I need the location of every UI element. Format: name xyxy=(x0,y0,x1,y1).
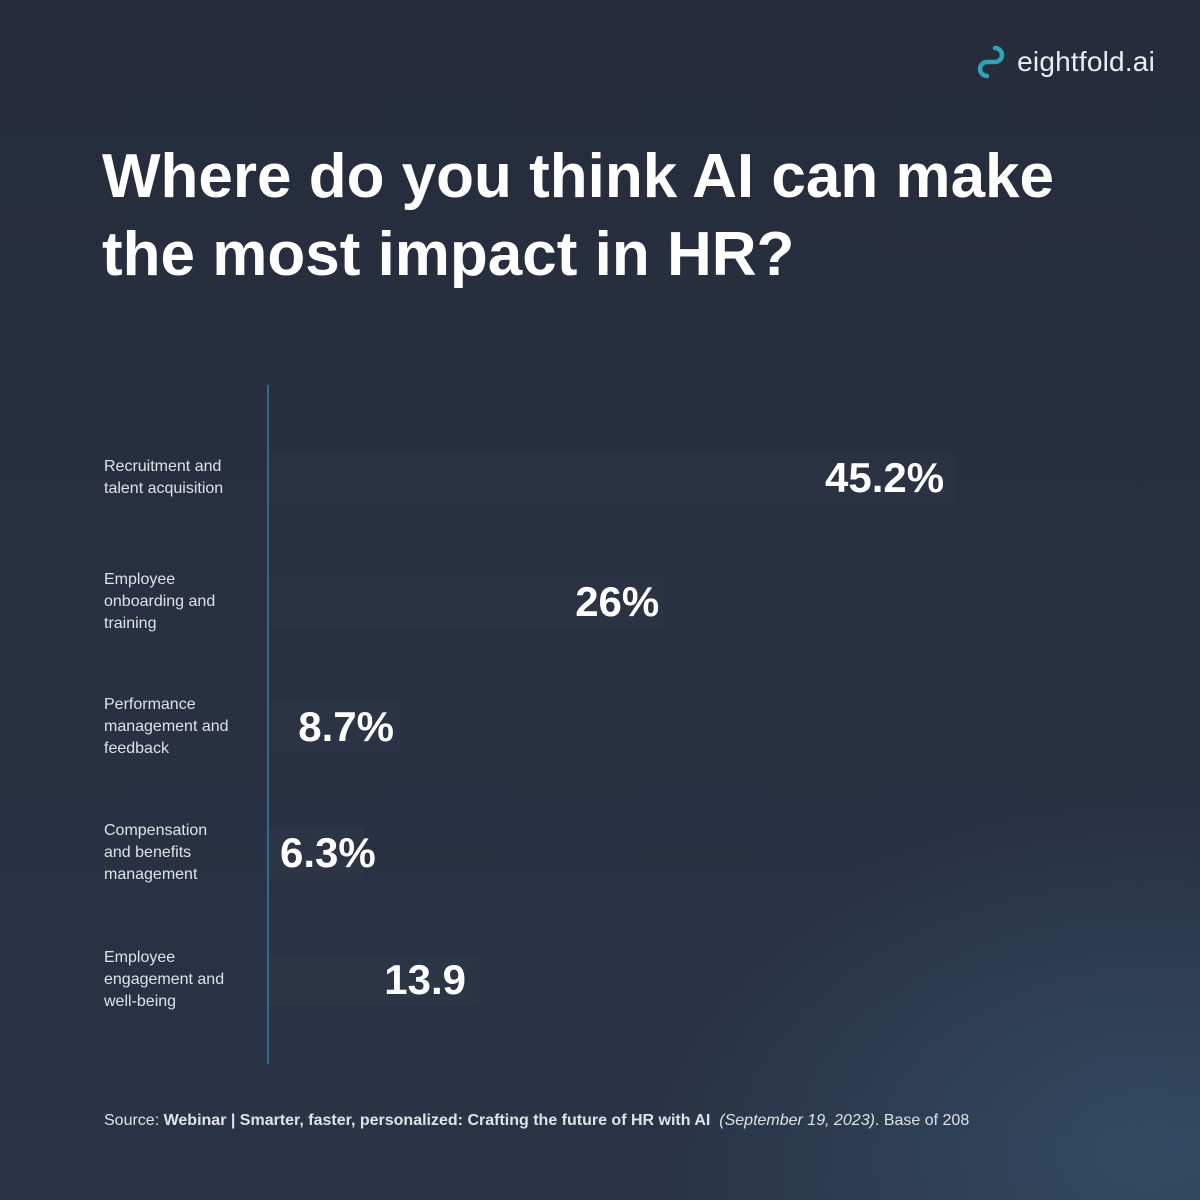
data-label: 13.9 xyxy=(384,956,467,1003)
source-prefix: Source: xyxy=(104,1112,164,1129)
data-label: 6.3% xyxy=(280,829,376,876)
category-label: Recruitment and talent acquisition xyxy=(104,458,224,497)
data-label: 45.2% xyxy=(825,454,945,501)
category-label: Compensation and benefits management xyxy=(104,822,208,883)
data-label: 8.7% xyxy=(298,703,394,750)
category-label: Employee engagement and well-being xyxy=(104,949,225,1010)
brand-name: eightfold.ai xyxy=(1017,46,1155,77)
page-title: Where do you think AI can make the most … xyxy=(102,142,1055,289)
data-label: 26% xyxy=(575,578,660,625)
chart-axis-line xyxy=(267,385,269,1064)
source-note: Source: Webinar | Smarter, faster, perso… xyxy=(104,1112,969,1130)
source-title: Webinar | Smarter, faster, personalized:… xyxy=(163,1112,711,1129)
infinity-loop-icon xyxy=(977,45,1005,79)
brand-logo: eightfold.ai xyxy=(973,42,1155,82)
source-date: (September 19, 2023) xyxy=(719,1112,875,1129)
category-label: Employee onboarding and training xyxy=(104,571,216,632)
category-label: Performance management and feedback xyxy=(104,696,229,757)
source-base: . Base of 208 xyxy=(874,1112,970,1129)
